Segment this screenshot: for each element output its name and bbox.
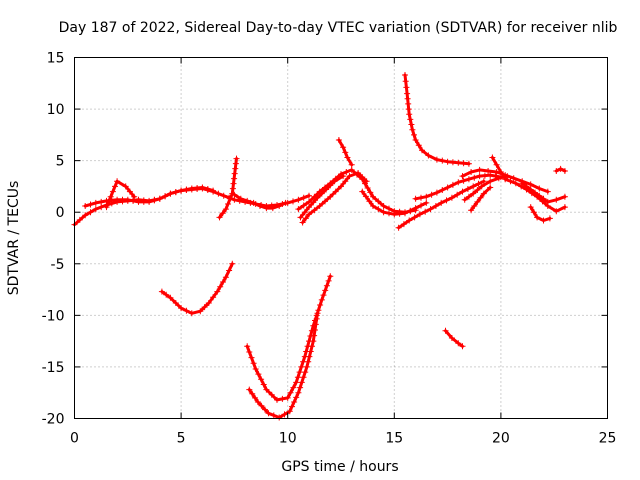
- x-tick-label: 0: [70, 431, 79, 447]
- series-line: [444, 329, 464, 348]
- series-track-20: [527, 204, 553, 224]
- series-track-4: [216, 155, 240, 221]
- series-track-22: [158, 260, 236, 317]
- tick-labels: 0 5 10 15 20 25 -20 -15 -10 -5 0 5 10 15: [42, 51, 617, 447]
- series-track-3: [103, 178, 138, 211]
- series-markers: [103, 178, 138, 211]
- series-markers: [553, 165, 568, 174]
- series-markers: [402, 72, 472, 167]
- series-markers: [502, 176, 568, 215]
- series-markers: [412, 172, 504, 202]
- series-track-5: [231, 191, 289, 212]
- series-track-21: [553, 165, 568, 174]
- data-series: [71, 72, 568, 421]
- series-track-25: [442, 327, 466, 350]
- series-track-2: [82, 184, 217, 209]
- x-axis-label: GPS time / hours: [281, 459, 398, 475]
- series-track-13: [412, 172, 504, 202]
- x-tick-label: 20: [492, 431, 510, 447]
- series-markers: [527, 204, 553, 224]
- series-markers: [158, 260, 236, 317]
- series-markers: [299, 170, 370, 226]
- series-track-8: [297, 173, 347, 221]
- series-markers: [395, 178, 487, 231]
- series-markers: [216, 155, 240, 221]
- x-tick-label: 5: [177, 431, 186, 447]
- series-track-12: [402, 72, 472, 167]
- y-tick-label: -15: [42, 360, 65, 376]
- series-track-18: [502, 176, 568, 215]
- series-markers: [297, 173, 347, 221]
- series-markers: [468, 184, 494, 214]
- plot-frame: [74, 57, 608, 419]
- y-tick-label: -20: [42, 412, 65, 428]
- x-tick-label: 25: [599, 431, 617, 447]
- series-markers: [82, 184, 217, 209]
- y-tick-label: 0: [56, 205, 65, 221]
- series-track-7: [299, 170, 370, 226]
- x-tick-label: 10: [279, 431, 297, 447]
- grid-lines: [74, 57, 608, 419]
- y-tick-label: 10: [47, 102, 65, 118]
- y-axis-label: SDTVAR / TECUs: [6, 181, 22, 296]
- series-track-24: [246, 310, 321, 421]
- series-markers: [461, 173, 511, 203]
- y-tick-label: 5: [56, 154, 65, 170]
- series-track-9: [335, 137, 355, 168]
- series-markers: [519, 180, 568, 205]
- series-markers: [335, 137, 355, 168]
- series-markers: [231, 191, 289, 212]
- series-track-16: [468, 184, 494, 214]
- series-track-11: [395, 178, 487, 231]
- series-track-19: [519, 180, 568, 205]
- series-track-15: [461, 173, 511, 203]
- series-markers: [246, 310, 321, 421]
- y-tick-label: -10: [42, 308, 65, 324]
- series-markers: [442, 327, 466, 350]
- series-markers: [359, 188, 430, 218]
- series-track-10: [359, 188, 430, 218]
- y-tick-label: -5: [51, 257, 65, 273]
- x-tick-label: 15: [385, 431, 403, 447]
- y-tick-label: 15: [47, 51, 65, 67]
- axis-ticks: [74, 57, 608, 419]
- chart-title: Day 187 of 2022, Sidereal Day-to-day VTE…: [59, 20, 618, 36]
- series-line: [490, 156, 507, 180]
